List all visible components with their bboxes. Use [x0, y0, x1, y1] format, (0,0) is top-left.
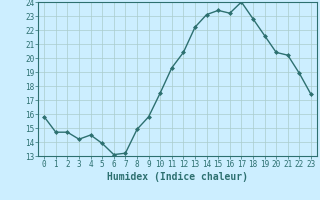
X-axis label: Humidex (Indice chaleur): Humidex (Indice chaleur)	[107, 172, 248, 182]
